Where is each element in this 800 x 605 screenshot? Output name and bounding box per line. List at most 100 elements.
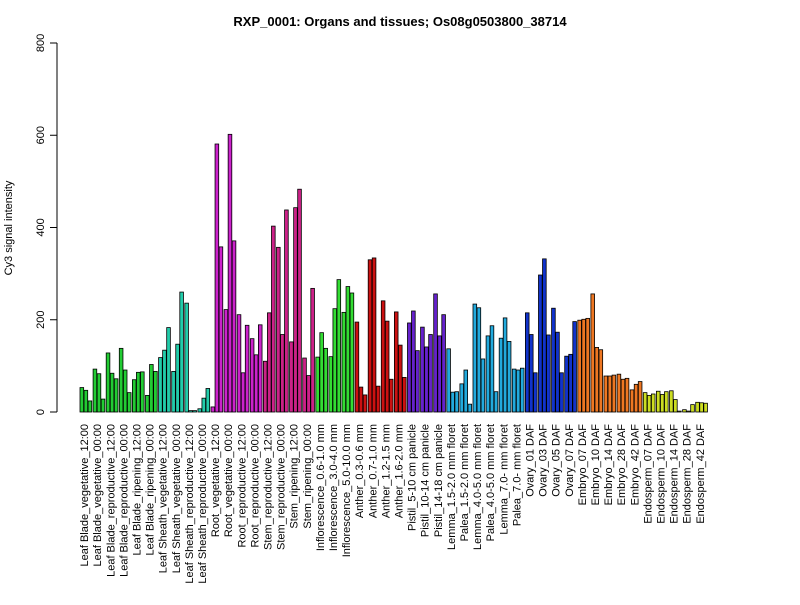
bar [244, 324, 250, 413]
bar [695, 401, 700, 413]
bar [546, 334, 551, 413]
x-tick-label: Stem_reproductive_00:00 [276, 424, 288, 550]
bar [555, 331, 560, 413]
bar [105, 352, 111, 413]
bar [109, 372, 115, 413]
bar [651, 393, 656, 413]
bar [520, 367, 525, 413]
x-tick-label: Anther_1.2-1.5 mm [380, 424, 392, 518]
x-tick-label: Pistil_10-14 cm panicle [420, 424, 432, 537]
x-tick-label: Endosperm_10 DAF [655, 424, 667, 524]
bar [127, 392, 132, 413]
bar [92, 368, 98, 413]
bar [271, 225, 276, 413]
x-tick-label: Leaf Blade_reproductive_00:00 [118, 424, 130, 577]
bar [188, 410, 193, 413]
bar [319, 332, 324, 413]
bar [450, 391, 455, 413]
x-tick-label: Endosperm_28 DAF [682, 424, 694, 524]
bar [289, 341, 294, 413]
bar [629, 389, 635, 413]
x-tick-label: Ovary_05 DAF [551, 424, 563, 497]
bar [489, 325, 495, 413]
bar [446, 348, 451, 413]
x-tick-label: Palea_4.0-5.0 mm floret [485, 424, 497, 541]
bar [349, 292, 355, 413]
bar [149, 364, 154, 413]
y-tick-label: 400 [35, 218, 47, 236]
bar [218, 246, 224, 413]
x-tick-label: Embryo_07 DAF [577, 424, 589, 506]
bar [358, 386, 364, 413]
x-tick-label: Ovary_07 DAF [564, 424, 576, 497]
bar [463, 369, 469, 413]
bar [642, 392, 648, 413]
bar [525, 312, 530, 413]
bar [437, 335, 442, 413]
x-tick-label: Anther_0.3-0.6 mm [354, 424, 366, 518]
x-tick-label: Leaf Blade_vegetative_00:00 [92, 424, 104, 567]
bar [633, 383, 639, 413]
y-tick-label: 200 [35, 311, 47, 329]
bar [175, 343, 180, 413]
bar [332, 308, 338, 413]
bar [83, 389, 89, 413]
bar [559, 372, 564, 413]
bar [118, 347, 124, 413]
bar [411, 310, 416, 413]
bar [210, 406, 216, 413]
bar [598, 349, 604, 413]
bar [371, 257, 377, 413]
x-tick-label: Endosperm_42 DAF [695, 424, 707, 524]
x-tick-label: Endosperm_14 DAF [669, 424, 681, 524]
bar [502, 317, 508, 413]
x-tick-label: Pistil_14-18 cm panicle [433, 424, 445, 537]
bar [511, 368, 517, 413]
bar [454, 391, 459, 413]
bar [253, 354, 259, 413]
bar [267, 312, 272, 413]
bar [384, 320, 390, 413]
bar [699, 402, 704, 413]
bar [306, 375, 311, 413]
bar [551, 307, 556, 413]
bar [341, 311, 347, 413]
bar [572, 321, 577, 413]
bar [624, 377, 630, 413]
x-tick-label: Root_vegetative_12:00 [210, 424, 222, 537]
bar [231, 240, 237, 413]
x-tick-label: Embryo_28 DAF [616, 424, 628, 506]
bar [433, 293, 438, 413]
y-tick-label: 0 [35, 409, 47, 415]
bar [581, 318, 586, 413]
bar [297, 188, 302, 413]
bar [179, 291, 184, 413]
x-tick-label: Leaf Blade_reproductive_12:00 [105, 424, 117, 577]
x-tick-label: Palea_7.0- mm floret [511, 424, 523, 526]
bar [393, 311, 399, 413]
bar [664, 391, 669, 413]
x-tick-label: Lemma_1.5-2.0 mm floret [446, 424, 458, 550]
bar [703, 402, 708, 413]
x-tick-label: Embryo_42 DAF [629, 424, 641, 506]
x-tick-label: Stem_reproductive_12:00 [262, 424, 274, 550]
bar [590, 293, 595, 413]
bar [166, 327, 171, 413]
bar [493, 391, 499, 413]
bar [669, 390, 674, 413]
y-tick-label: 800 [35, 34, 47, 52]
chart-title: RXP_0001: Organs and tissues; Os08g05038… [233, 14, 567, 29]
bar [345, 286, 351, 413]
bar [677, 410, 682, 413]
bar [533, 372, 538, 413]
bar [280, 334, 285, 413]
bar [201, 397, 206, 413]
bar [153, 371, 158, 413]
bar [398, 344, 403, 413]
x-tick-label: Embryo_10 DAF [590, 424, 602, 506]
bar [336, 279, 342, 413]
bar [515, 369, 521, 413]
x-tick-label: Inflorescence_5.0-10.0 mm [341, 424, 353, 557]
